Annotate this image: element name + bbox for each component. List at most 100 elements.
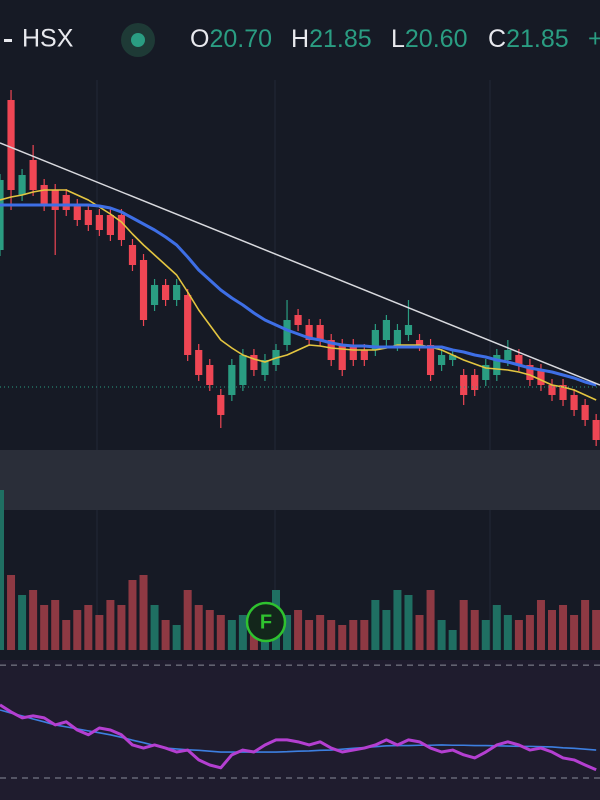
panel-separator: [0, 450, 600, 510]
candle-body: [327, 340, 335, 360]
candle-body: [184, 295, 192, 355]
candle-body: [548, 385, 556, 395]
volume-bar: [360, 620, 369, 650]
ohlc-close: C21.85: [488, 25, 569, 53]
volume-bar: [0, 490, 4, 650]
candle-body: [73, 205, 81, 220]
candle-body: [559, 385, 567, 400]
candle-body: [228, 365, 236, 395]
candle-body: [592, 420, 600, 440]
volume-bar: [84, 605, 93, 650]
volume-bar: [592, 610, 600, 650]
candle-body: [493, 355, 501, 375]
volume-bar: [305, 620, 314, 650]
candle-body: [18, 175, 26, 195]
volume-bar: [393, 590, 402, 650]
volume-bar: [183, 590, 192, 650]
volume-bar: [349, 620, 358, 650]
volume-bar: [150, 605, 159, 650]
candle-body: [139, 260, 148, 320]
candle-body: [95, 215, 103, 230]
header: HSX O20.70 H21.85 L20.60 C21.85 +: [0, 0, 600, 80]
volume-bar: [559, 605, 568, 650]
candle-body: [261, 360, 269, 375]
candle-body: [415, 340, 424, 345]
volume-bar: [371, 600, 380, 650]
candle-body: [382, 320, 390, 340]
volume-bar: [238, 615, 247, 650]
volume-bar: [514, 620, 523, 650]
volume-bar: [51, 600, 60, 650]
candle-body: [393, 330, 402, 345]
candle-body: [283, 320, 291, 345]
candle-body: [40, 185, 48, 205]
candle-body: [570, 395, 578, 410]
candle-body: [117, 215, 126, 240]
candle-body: [338, 345, 346, 370]
rsi-lines: [0, 664, 600, 779]
ohlc-low: L20.60: [391, 25, 467, 53]
volume-bar: [470, 610, 479, 650]
volume-bar: [227, 620, 236, 650]
candle-body: [460, 375, 468, 395]
volume-bar: [448, 630, 457, 650]
ohlc-open: O20.70: [190, 25, 272, 53]
candle-body: [7, 100, 15, 190]
ohlc-key: C: [488, 25, 506, 53]
volume-bar: [492, 605, 501, 650]
candle-body: [150, 285, 159, 305]
volume-bar: [29, 590, 38, 650]
candle-body: [217, 395, 225, 415]
volume-bar: [548, 610, 556, 650]
candle-body: [581, 405, 589, 420]
candle-body: [128, 245, 137, 265]
ohlc-value: 20.60: [405, 25, 468, 53]
volume-bar: [139, 575, 148, 650]
rsi-panel: [0, 660, 600, 800]
candle-body: [106, 215, 114, 235]
volume-bar: [7, 575, 16, 650]
candle-body: [537, 370, 545, 385]
candle-body: [404, 325, 413, 335]
volume-bar: [415, 615, 424, 650]
ohlc-value: 21.85: [506, 25, 569, 53]
header-bg: [0, 0, 600, 80]
candle-body: [515, 355, 523, 365]
volume-bar: [426, 590, 435, 650]
volume-bar: [536, 600, 545, 650]
ohlc-value: 20.70: [209, 25, 272, 53]
volume-bar: [117, 605, 126, 650]
volume-bar: [481, 620, 490, 650]
candle-body: [206, 365, 214, 385]
candle-body: [84, 210, 92, 225]
candle-body: [471, 375, 479, 390]
candle-body: [426, 345, 435, 375]
candle-body: [371, 330, 379, 350]
candle-body: [349, 345, 357, 360]
volume-bar: [459, 600, 468, 650]
indicator-line: [0, 703, 597, 772]
candle-body: [360, 350, 368, 360]
volume-bar: [316, 615, 325, 650]
candle-body: [449, 355, 457, 360]
symbol: HSX: [22, 25, 74, 53]
volume-bar: [581, 600, 590, 650]
ohlc-value: 21.85: [309, 25, 372, 53]
volume-bar: [106, 600, 115, 650]
volume-bar: [18, 595, 27, 650]
candle-body: [173, 285, 181, 300]
moving-average: [0, 203, 597, 387]
candle-body: [0, 180, 4, 250]
trend-line[interactable]: [0, 142, 600, 386]
price-panel: [0, 90, 600, 446]
candle-body: [162, 285, 170, 300]
volume-bar: [216, 615, 225, 650]
candle-body: [526, 365, 534, 380]
volume-bar: [161, 620, 170, 650]
event-marker[interactable]: F: [245, 601, 287, 643]
candle-body: [438, 355, 446, 365]
candle-body: [294, 315, 302, 325]
volume-bar: [404, 595, 413, 650]
